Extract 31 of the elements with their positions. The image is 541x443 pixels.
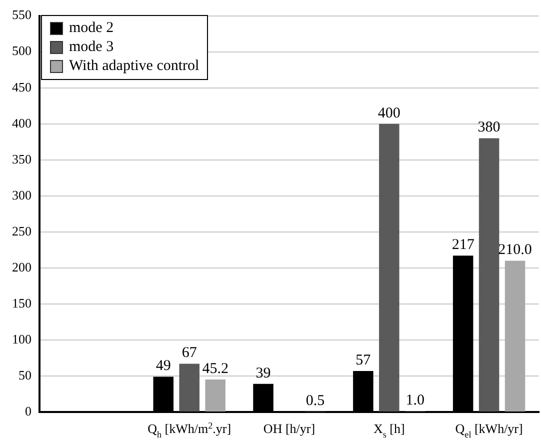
data-label: 49 <box>156 358 171 374</box>
data-label: 67 <box>182 345 198 362</box>
y-tick-label: 550 <box>12 7 32 22</box>
y-tick-label: 200 <box>12 259 32 274</box>
y-tick-label: 50 <box>18 367 32 382</box>
data-label: 380 <box>478 120 500 136</box>
y-tick-label: 450 <box>12 79 32 94</box>
bar <box>504 260 526 412</box>
data-label: 400 <box>378 105 400 122</box>
data-label: 39 <box>256 365 271 382</box>
data-label: 1.0 <box>406 392 424 409</box>
x-tick-label: OH [h/yr] <box>263 421 316 436</box>
y-tick-label: 500 <box>12 43 32 58</box>
legend-label: With adaptive control <box>69 57 200 76</box>
legend-label: mode 2 <box>69 19 114 38</box>
bar <box>478 138 500 412</box>
data-label: 45.2 <box>202 360 228 377</box>
bar <box>379 124 400 412</box>
bar <box>205 379 226 412</box>
y-tick-label: 250 <box>12 223 32 238</box>
data-label: 217 <box>452 237 475 254</box>
y-tick-label: 100 <box>12 331 32 346</box>
bar <box>179 364 200 412</box>
data-label: 57 <box>356 352 372 368</box>
y-tick-label: 0 <box>25 403 32 418</box>
y-tick-label: 300 <box>12 187 32 202</box>
legend-label: mode 3 <box>69 38 114 57</box>
data-label: 0.5 <box>306 393 325 410</box>
y-tick-label: 350 <box>12 151 32 166</box>
y-tick-label: 150 <box>12 295 32 310</box>
y-tick-label: 400 <box>12 115 32 130</box>
